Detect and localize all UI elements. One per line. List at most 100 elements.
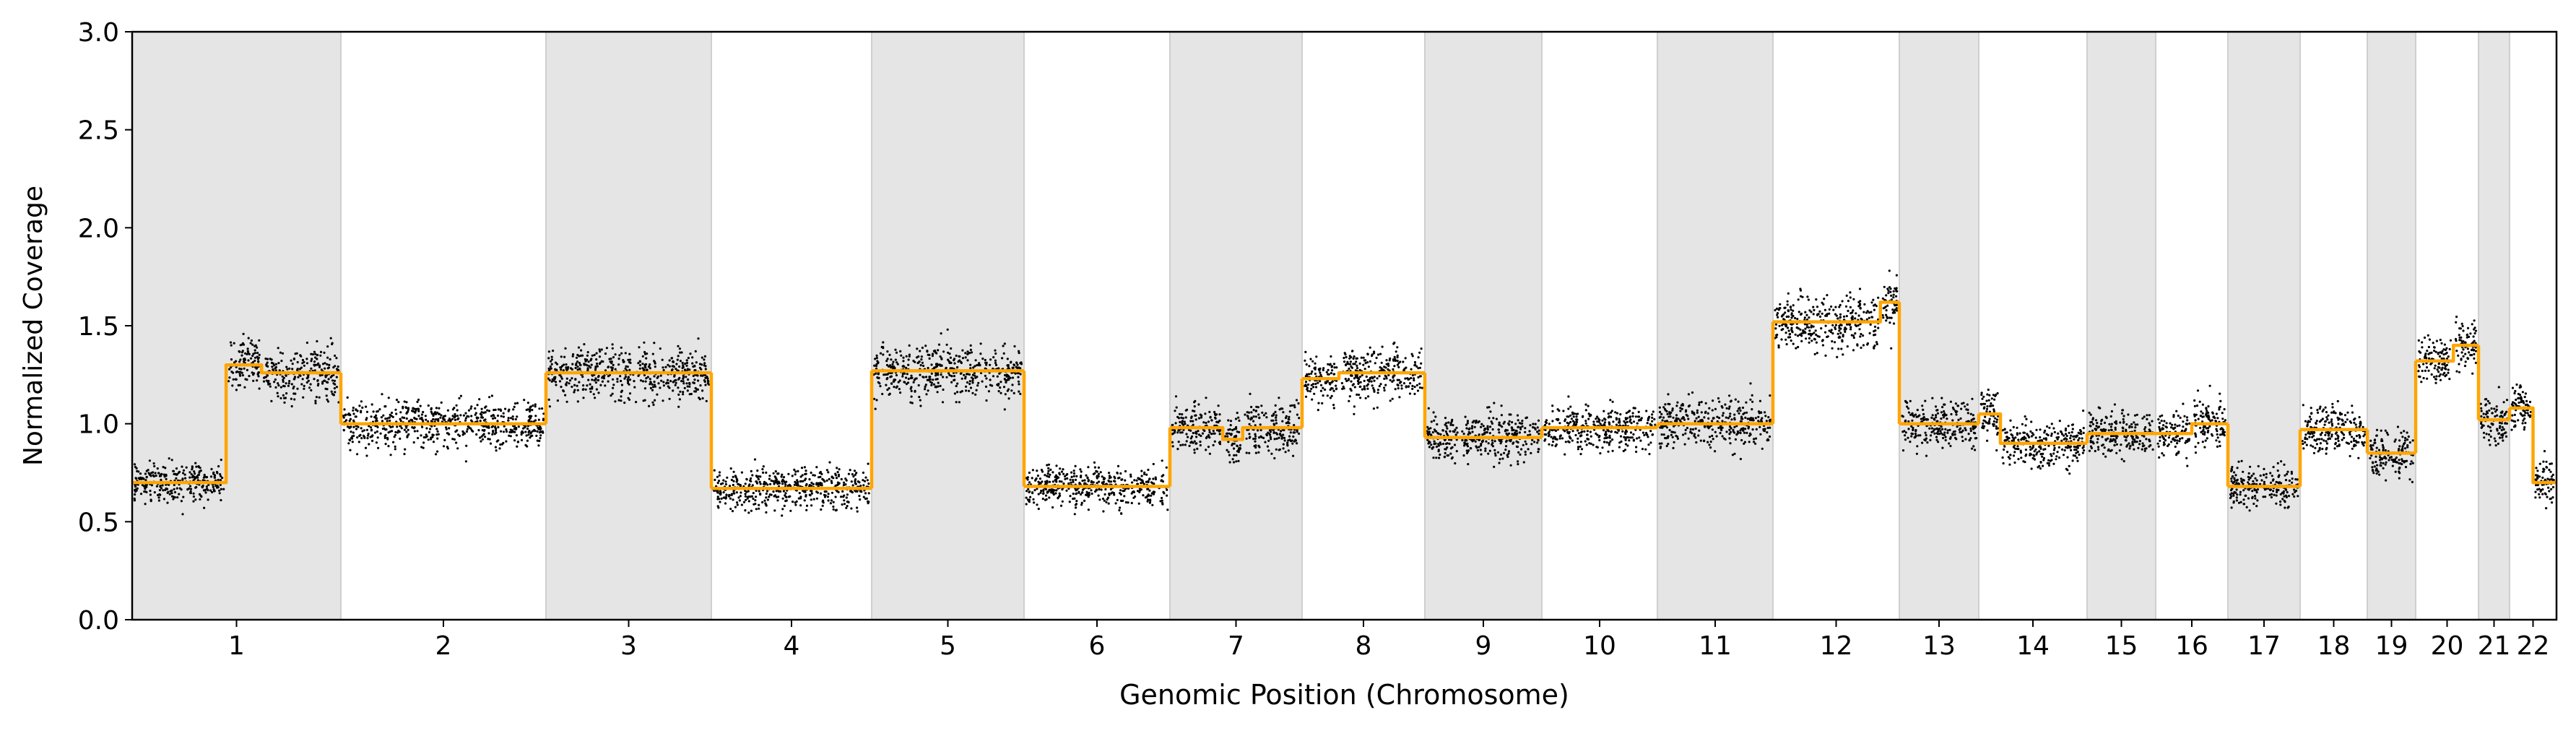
data-point [1291,404,1293,407]
data-point [1610,430,1612,433]
data-point [1670,430,1673,433]
data-point [628,361,630,363]
data-point [654,381,656,383]
data-point [258,339,260,342]
data-point [623,361,625,363]
data-point [1651,413,1653,415]
data-point [222,488,225,490]
data-point [431,412,433,415]
data-point [936,365,938,368]
data-point [390,426,392,428]
data-point [1036,469,1038,472]
data-point [1514,423,1517,425]
data-point [1677,438,1679,440]
data-point [1389,359,1391,361]
data-point [1651,433,1653,436]
data-point [1564,454,1566,456]
data-point [1564,420,1566,422]
data-point [1249,437,1251,439]
data-point [1008,397,1010,399]
data-point [759,475,761,477]
data-point [1725,430,1727,433]
data-point [921,355,923,358]
data-point [495,449,498,451]
data-point [921,362,924,364]
data-point [985,399,987,402]
data-point [597,379,599,381]
data-point [1122,490,1124,492]
data-point [1350,381,1352,383]
data-point [1704,425,1706,428]
data-point [352,412,355,415]
data-point [1255,415,1257,417]
data-point [1247,417,1249,420]
data-point [1620,436,1622,438]
data-point [618,358,620,360]
data-point [1638,420,1640,422]
data-point [482,417,484,419]
data-point [1445,443,1447,445]
data-point [539,426,542,428]
data-point [1147,469,1149,471]
data-point [365,406,367,408]
data-point [981,358,984,360]
data-point [468,410,470,412]
data-point [1145,481,1148,483]
data-point [1463,433,1465,435]
data-point [158,493,160,495]
data-point [604,384,606,386]
data-point [693,390,695,392]
data-point [891,363,893,365]
data-point [1296,429,1298,431]
data-point [800,480,802,482]
data-point [1411,388,1413,390]
data-point [266,362,269,364]
data-point [1628,439,1630,441]
data-point [1278,449,1280,451]
data-point [292,363,294,365]
data-point [785,496,787,498]
data-point [1417,389,1419,391]
data-point [1471,427,1473,429]
data-point [894,349,896,351]
data-point [313,360,316,363]
data-point [895,359,897,361]
data-point [1608,415,1610,417]
data-point [184,477,186,480]
data-point [1224,436,1226,438]
data-point [885,384,887,386]
data-point [527,433,529,436]
data-point [1312,383,1314,385]
data-point [363,435,365,437]
data-point [854,490,857,493]
data-point [1088,480,1090,482]
data-point [394,431,396,433]
data-point [1434,441,1436,443]
data-point [1648,453,1650,455]
data-point [1625,443,1627,445]
data-point [1262,437,1265,439]
data-point [1208,411,1210,413]
data-point [565,363,567,365]
data-point [280,386,282,389]
data-point [947,352,949,354]
data-point [1052,480,1054,482]
data-point [1748,435,1751,437]
data-point [618,354,620,356]
data-point [306,377,308,379]
data-point [1025,497,1028,499]
data-point [428,431,430,433]
data-point [1554,438,1556,440]
data-point [1037,475,1039,477]
data-point [882,341,884,343]
data-point [888,354,890,356]
data-point [230,358,233,360]
data-point [1350,374,1352,376]
data-point [1481,441,1483,443]
data-point [494,426,496,428]
data-point [695,361,698,363]
data-point [491,433,493,436]
data-point [248,353,251,355]
data-point [256,347,258,349]
data-point [969,367,971,369]
